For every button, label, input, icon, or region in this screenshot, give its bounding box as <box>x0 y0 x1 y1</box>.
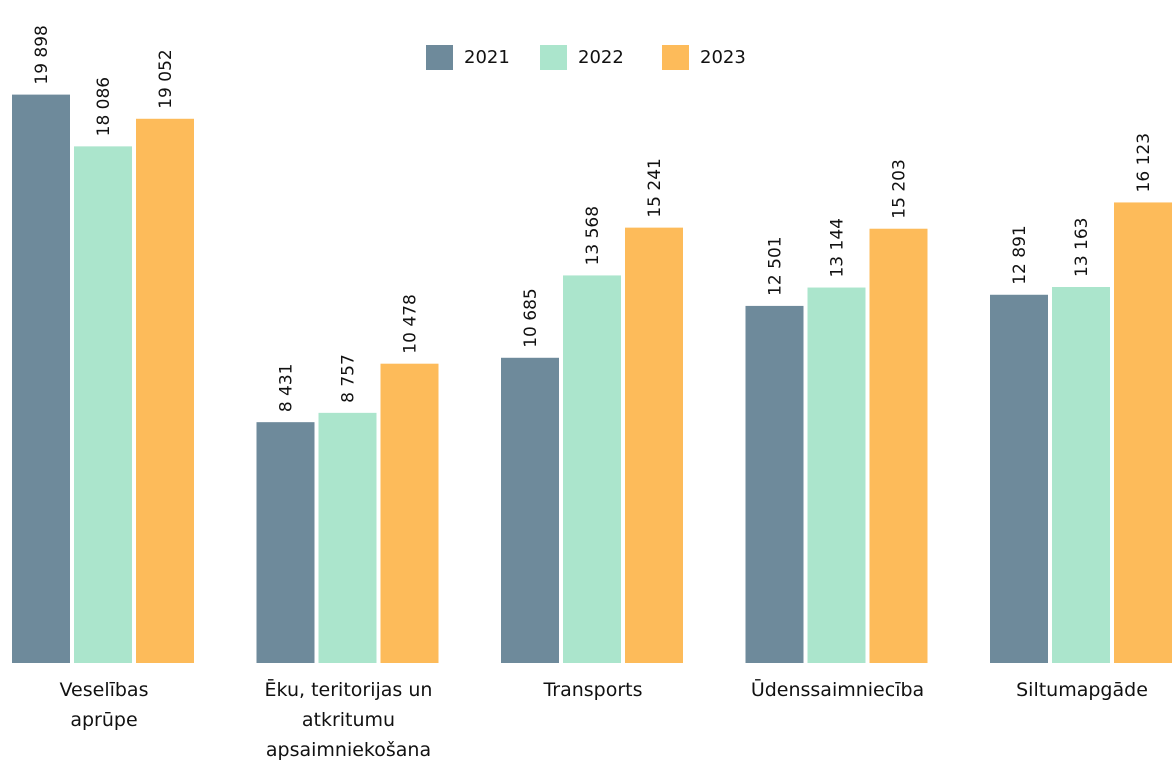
bar <box>1114 202 1172 663</box>
value-label: 13 144 <box>828 218 848 277</box>
bar <box>501 357 559 663</box>
value-label: 8 757 <box>339 354 359 403</box>
bar <box>256 422 315 663</box>
value-label: 12 891 <box>1010 225 1030 284</box>
legend-label: 2023 <box>700 47 746 68</box>
legend-swatch <box>662 45 689 70</box>
bar <box>74 146 132 663</box>
value-label: 8 431 <box>277 363 297 412</box>
bar <box>745 305 804 663</box>
value-label: 19 898 <box>32 25 52 84</box>
bar <box>990 294 1048 663</box>
legend-label: 2021 <box>464 47 510 68</box>
value-label: 12 501 <box>766 236 786 295</box>
value-label: 18 086 <box>94 77 114 136</box>
legend-label: 2022 <box>578 47 624 68</box>
bar <box>318 412 377 663</box>
legend-swatch <box>426 45 453 70</box>
value-label: 15 241 <box>645 158 665 217</box>
x-tick-label: Veselības aprūpe <box>59 679 149 731</box>
value-label: 13 568 <box>583 206 603 265</box>
x-tick-label: Ēku, teritorijas un atkritumu apsaimniek… <box>264 679 433 761</box>
bar <box>1052 286 1110 663</box>
value-label: 10 478 <box>401 294 421 353</box>
legend-swatch <box>540 45 567 70</box>
value-label: 15 203 <box>890 159 910 218</box>
bar <box>563 275 621 663</box>
x-tick-label: Ūdenssaimniecība <box>750 679 925 701</box>
value-label: 19 052 <box>156 49 176 108</box>
bar <box>625 227 683 664</box>
bar <box>12 94 70 663</box>
bar <box>869 228 928 663</box>
x-tick-label: Transports <box>543 679 643 701</box>
bar <box>807 287 866 663</box>
bar <box>380 363 439 663</box>
x-tick-label: Siltumapgāde <box>1016 679 1148 701</box>
value-label: 10 685 <box>521 288 541 347</box>
bar <box>136 118 194 664</box>
value-label: 13 163 <box>1072 218 1092 277</box>
value-label: 16 123 <box>1134 133 1154 192</box>
